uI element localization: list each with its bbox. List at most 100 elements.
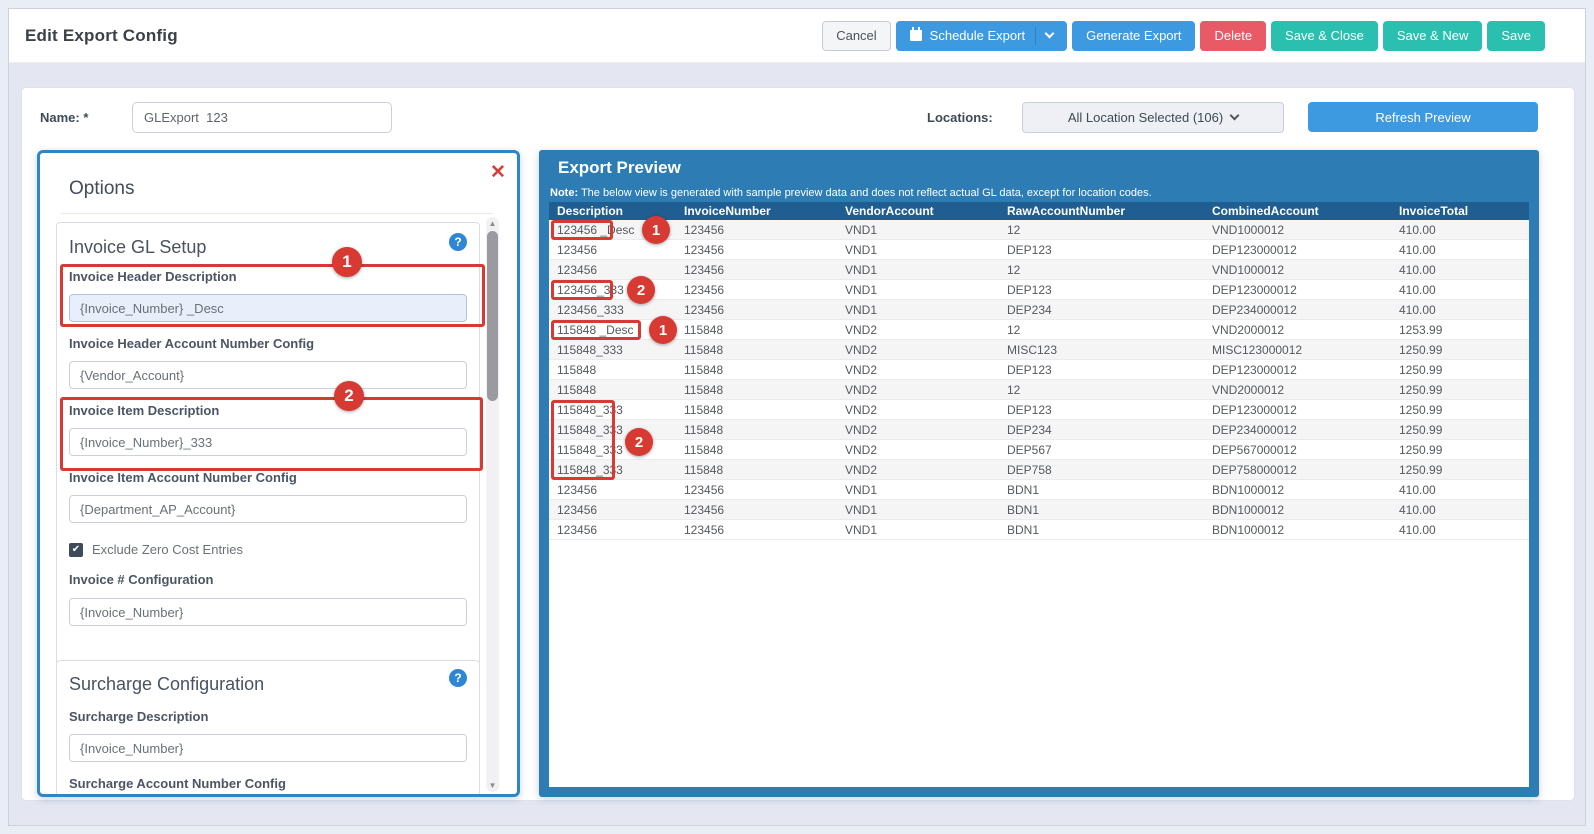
table-row: 123456 123456 VND1 12 VND1000012 410.00 [549,260,1529,280]
table-cell: VND2 [845,343,878,357]
table-row: 123456 _Desc 123456 VND1 12 VND1000012 410.00 [549,220,1529,240]
table-cell: DEP234 [1007,303,1052,317]
table-cell: 410.00 [1399,523,1436,537]
scroll-up-icon[interactable]: ▲ [488,219,497,228]
table-cell: 115848 _Desc [557,323,634,337]
options-scrollbar[interactable]: ▲ ▼ [486,217,499,792]
invoice-header-description-input[interactable] [69,294,467,322]
exclude-zero-cost-checkbox[interactable]: ✔ [69,542,83,557]
table-cell: 410.00 [1399,223,1436,237]
invoice-header-account-config-input[interactable] [69,361,467,389]
table-cell: DEP758 [1007,463,1052,477]
table-cell: 123456 [684,223,725,237]
invoice-header-description-label: Invoice Header Description [69,269,237,284]
note-text: The below view is generated with sample … [578,187,1152,199]
table-cell: 1250.99 [1399,343,1443,357]
table-cell: VND2000012 [1212,323,1285,337]
table-cell: VND1000012 [1212,263,1285,277]
table-cell: 123456 [684,503,725,517]
close-icon[interactable]: ✕ [490,162,506,183]
table-cell: 1250.99 [1399,383,1443,397]
refresh-preview-button[interactable]: Refresh Preview [1308,102,1538,132]
table-cell: 123456 [557,483,598,497]
scrollbar-thumb[interactable] [487,231,498,401]
table-cell: VND2 [845,383,878,397]
schedule-export-button[interactable]: Schedule Export [895,20,1068,51]
table-cell: 123456 _Desc [557,223,635,237]
table-cell: VND1 [845,303,878,317]
save-close-button[interactable]: Save & Close [1271,20,1378,51]
table-cell: 115848 [684,403,724,417]
table-cell: 1250.99 [1399,443,1443,457]
table-cell: 123456 [684,483,725,497]
calendar-icon [909,27,922,41]
table-cell: VND1 [845,483,878,497]
table-row: 123456 123456 VND1 BDN1 BDN1000012 410.00 [549,500,1529,520]
cancel-button[interactable]: Cancel [822,20,891,51]
table-cell: 115848 [684,463,724,477]
table-cell: DEP123 [1007,363,1052,377]
divider [61,213,493,214]
table-cell: 1250.99 [1399,463,1443,477]
name-input[interactable] [132,102,392,133]
save-button[interactable]: Save [1487,20,1545,51]
table-cell: 1253.99 [1399,323,1443,337]
button-divider [1035,26,1037,45]
app-window: Edit Export Config Cancel Schedule Expor… [8,8,1586,826]
table-cell: 12 [1007,383,1021,397]
table-row: 123456 123456 VND1 BDN1 BDN1000012 410.00 [549,520,1529,540]
table-cell: DEP123 [1007,283,1052,297]
table-cell: 115848_333 [557,423,623,437]
help-icon[interactable]: ? [449,233,467,251]
table-cell: BDN1 [1007,503,1040,517]
table-cell: 410.00 [1399,303,1436,317]
table-cell: 115848 [557,363,597,377]
column-header-invoicenumber: InvoiceNumber [684,204,771,218]
chevron-down-icon [1229,110,1240,121]
preview-table: Description InvoiceNumber VendorAccount Raw… [549,202,1529,787]
table-cell: 123456_333 [557,283,624,297]
table-cell: 115848_333 [557,343,623,357]
content-card: Name: * Locations: All Location Selected… [21,87,1575,801]
table-cell: DEP123000012 [1212,283,1297,297]
chevron-down-icon[interactable] [1044,28,1055,39]
table-row: 115848_333 115848 VND2 DEP567 DEP567000012 12… [549,440,1529,460]
help-icon[interactable]: ? [449,669,467,687]
name-label: Name: * [40,110,89,125]
save-new-button[interactable]: Save & New [1382,20,1483,51]
page-title: Edit Export Config [25,25,178,45]
table-cell: 123456 [557,263,598,277]
generate-export-button[interactable]: Generate Export [1072,20,1196,51]
table-cell: VND1 [845,523,878,537]
table-cell: DEP234000012 [1212,303,1297,317]
section-title: Surcharge Configuration [69,674,265,694]
surcharge-description-input[interactable] [69,734,467,762]
delete-button[interactable]: Delete [1200,20,1267,51]
table-cell: 123456 [557,243,598,257]
table-cell: DEP123 [1007,243,1052,257]
table-cell: VND2000012 [1212,383,1285,397]
table-cell: 12 [1007,323,1021,337]
invoice-item-account-config-input[interactable] [69,495,467,523]
table-cell: BDN1 [1007,523,1040,537]
locations-selected-value: All Location Selected (106) [1067,110,1224,125]
table-cell: 115848 [684,323,724,337]
invoice-number-config-input[interactable] [69,598,467,626]
locations-dropdown[interactable]: All Location Selected (106) [1022,102,1284,133]
table-cell: DEP567000012 [1212,443,1297,457]
table-cell: DEP758000012 [1212,463,1297,477]
table-cell: 123456_333 [557,303,624,317]
top-bar: Edit Export Config Cancel Schedule Expor… [9,9,1585,63]
table-row: 123456_333 123456 VND1 DEP123 DEP123000012 41… [549,280,1529,300]
table-cell: BDN1000012 [1212,483,1285,497]
table-cell: DEP234000012 [1212,423,1297,437]
invoice-header-account-config-label: Invoice Header Account Number Config [69,336,315,351]
table-cell: 123456 [684,263,725,277]
invoice-item-description-input[interactable] [69,428,467,456]
locations-label: Locations: [927,110,993,125]
table-row: 115848_333 115848 VND2 DEP123 DEP123000012 12… [549,400,1529,420]
scroll-down-icon[interactable]: ▼ [488,781,497,790]
table-cell: BDN1000012 [1212,523,1285,537]
table-row: 123456_333 123456 VND1 DEP234 DEP234000012 41… [549,300,1529,320]
options-panel: Options ✕ ? Invoice GL Setup Invoice Hea… [37,150,520,797]
